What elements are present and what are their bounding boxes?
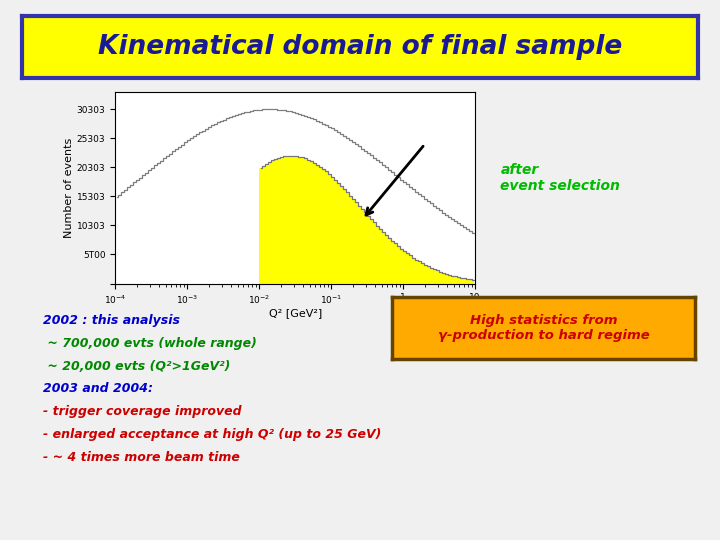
Text: ~ 700,000 evts (whole range): ~ 700,000 evts (whole range) [43,337,257,350]
Text: - trigger coverage improved: - trigger coverage improved [43,404,242,418]
Text: Kinematical domain of final sample: Kinematical domain of final sample [98,34,622,60]
Text: after
event selection: after event selection [500,163,620,193]
Text: High statistics from
γ-production to hard regime: High statistics from γ-production to har… [438,314,649,342]
Text: - ~ 4 times more beam time: - ~ 4 times more beam time [43,451,240,464]
X-axis label: Q² [GeV²]: Q² [GeV²] [269,308,322,319]
Text: 2003 and 2004:: 2003 and 2004: [43,381,153,395]
Y-axis label: Number of events: Number of events [64,138,74,238]
Text: 2002 : this analysis: 2002 : this analysis [43,314,180,327]
Text: ~ 20,000 evts (Q²>1GeV²): ~ 20,000 evts (Q²>1GeV²) [43,360,230,374]
Text: - enlarged acceptance at high Q² (up to 25 GeV): - enlarged acceptance at high Q² (up to … [43,428,382,441]
